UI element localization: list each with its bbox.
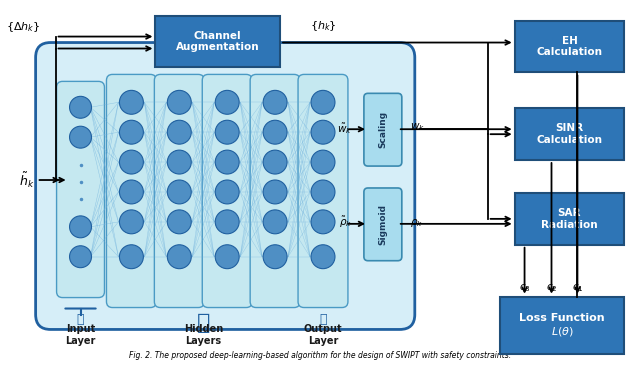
Text: $\tilde{h}_k$: $\tilde{h}_k$ bbox=[19, 170, 35, 190]
Ellipse shape bbox=[311, 90, 335, 114]
Ellipse shape bbox=[120, 180, 143, 204]
Text: EH
Calculation: EH Calculation bbox=[536, 36, 602, 57]
Ellipse shape bbox=[263, 90, 287, 114]
Ellipse shape bbox=[167, 90, 191, 114]
Text: Channel
Augmentation: Channel Augmentation bbox=[176, 31, 260, 52]
Text: $\tilde{w}_k$: $\tilde{w}_k$ bbox=[337, 121, 352, 136]
Ellipse shape bbox=[120, 150, 143, 174]
Ellipse shape bbox=[120, 210, 143, 234]
Ellipse shape bbox=[120, 90, 143, 114]
Text: Scaling: Scaling bbox=[378, 111, 387, 148]
Ellipse shape bbox=[215, 90, 239, 114]
Text: Fig. 2. The proposed deep-learning-based algorithm for the design of SWIPT with : Fig. 2. The proposed deep-learning-based… bbox=[129, 351, 511, 360]
Ellipse shape bbox=[311, 180, 335, 204]
FancyBboxPatch shape bbox=[364, 93, 402, 166]
Ellipse shape bbox=[311, 120, 335, 144]
FancyBboxPatch shape bbox=[56, 81, 104, 298]
Ellipse shape bbox=[167, 150, 191, 174]
Text: $\{h_k\}$: $\{h_k\}$ bbox=[310, 19, 337, 33]
Text: Output
Layer: Output Layer bbox=[304, 324, 342, 346]
Ellipse shape bbox=[263, 150, 287, 174]
Ellipse shape bbox=[215, 180, 239, 204]
Ellipse shape bbox=[70, 216, 92, 238]
FancyBboxPatch shape bbox=[500, 297, 625, 355]
FancyBboxPatch shape bbox=[36, 43, 415, 330]
Text: Sigmoid: Sigmoid bbox=[378, 204, 387, 245]
Ellipse shape bbox=[167, 245, 191, 269]
Text: $w_k$: $w_k$ bbox=[410, 121, 425, 133]
Ellipse shape bbox=[263, 210, 287, 234]
FancyBboxPatch shape bbox=[298, 75, 348, 308]
Text: $c_1$: $c_1$ bbox=[572, 282, 583, 294]
Ellipse shape bbox=[263, 120, 287, 144]
Text: Loss Function
$L(\theta)$: Loss Function $L(\theta)$ bbox=[519, 313, 605, 338]
FancyBboxPatch shape bbox=[515, 108, 625, 160]
Text: $\rho_k$: $\rho_k$ bbox=[410, 217, 423, 229]
FancyBboxPatch shape bbox=[202, 75, 252, 308]
Text: Hidden
Layers: Hidden Layers bbox=[184, 324, 223, 346]
Ellipse shape bbox=[120, 120, 143, 144]
Ellipse shape bbox=[167, 120, 191, 144]
Ellipse shape bbox=[263, 245, 287, 269]
Text: $c_3$: $c_3$ bbox=[518, 282, 531, 294]
Ellipse shape bbox=[120, 245, 143, 269]
FancyBboxPatch shape bbox=[250, 75, 300, 308]
Ellipse shape bbox=[263, 180, 287, 204]
Text: $c_2$: $c_2$ bbox=[546, 282, 557, 294]
Text: Input
Layer: Input Layer bbox=[65, 324, 96, 346]
Text: $\tilde{\rho}_k$: $\tilde{\rho}_k$ bbox=[339, 215, 352, 230]
FancyBboxPatch shape bbox=[515, 193, 625, 245]
Text: SINR
Calculation: SINR Calculation bbox=[536, 123, 602, 145]
FancyBboxPatch shape bbox=[364, 188, 402, 261]
Ellipse shape bbox=[311, 245, 335, 269]
Ellipse shape bbox=[70, 96, 92, 118]
Ellipse shape bbox=[215, 210, 239, 234]
Ellipse shape bbox=[167, 210, 191, 234]
Ellipse shape bbox=[70, 246, 92, 268]
FancyBboxPatch shape bbox=[515, 21, 625, 72]
Ellipse shape bbox=[167, 180, 191, 204]
FancyBboxPatch shape bbox=[106, 75, 156, 308]
Ellipse shape bbox=[215, 245, 239, 269]
FancyBboxPatch shape bbox=[156, 16, 280, 68]
Text: SAR
Radiation: SAR Radiation bbox=[541, 208, 598, 230]
Text: ⎵: ⎵ bbox=[77, 313, 84, 326]
Text: $\{\Delta h_k\}$: $\{\Delta h_k\}$ bbox=[6, 21, 40, 34]
Text: ⎵: ⎵ bbox=[196, 313, 210, 333]
Ellipse shape bbox=[70, 126, 92, 148]
Ellipse shape bbox=[215, 150, 239, 174]
Ellipse shape bbox=[215, 120, 239, 144]
FancyBboxPatch shape bbox=[154, 75, 204, 308]
Ellipse shape bbox=[311, 150, 335, 174]
Ellipse shape bbox=[311, 210, 335, 234]
Text: ⎵: ⎵ bbox=[319, 313, 327, 326]
